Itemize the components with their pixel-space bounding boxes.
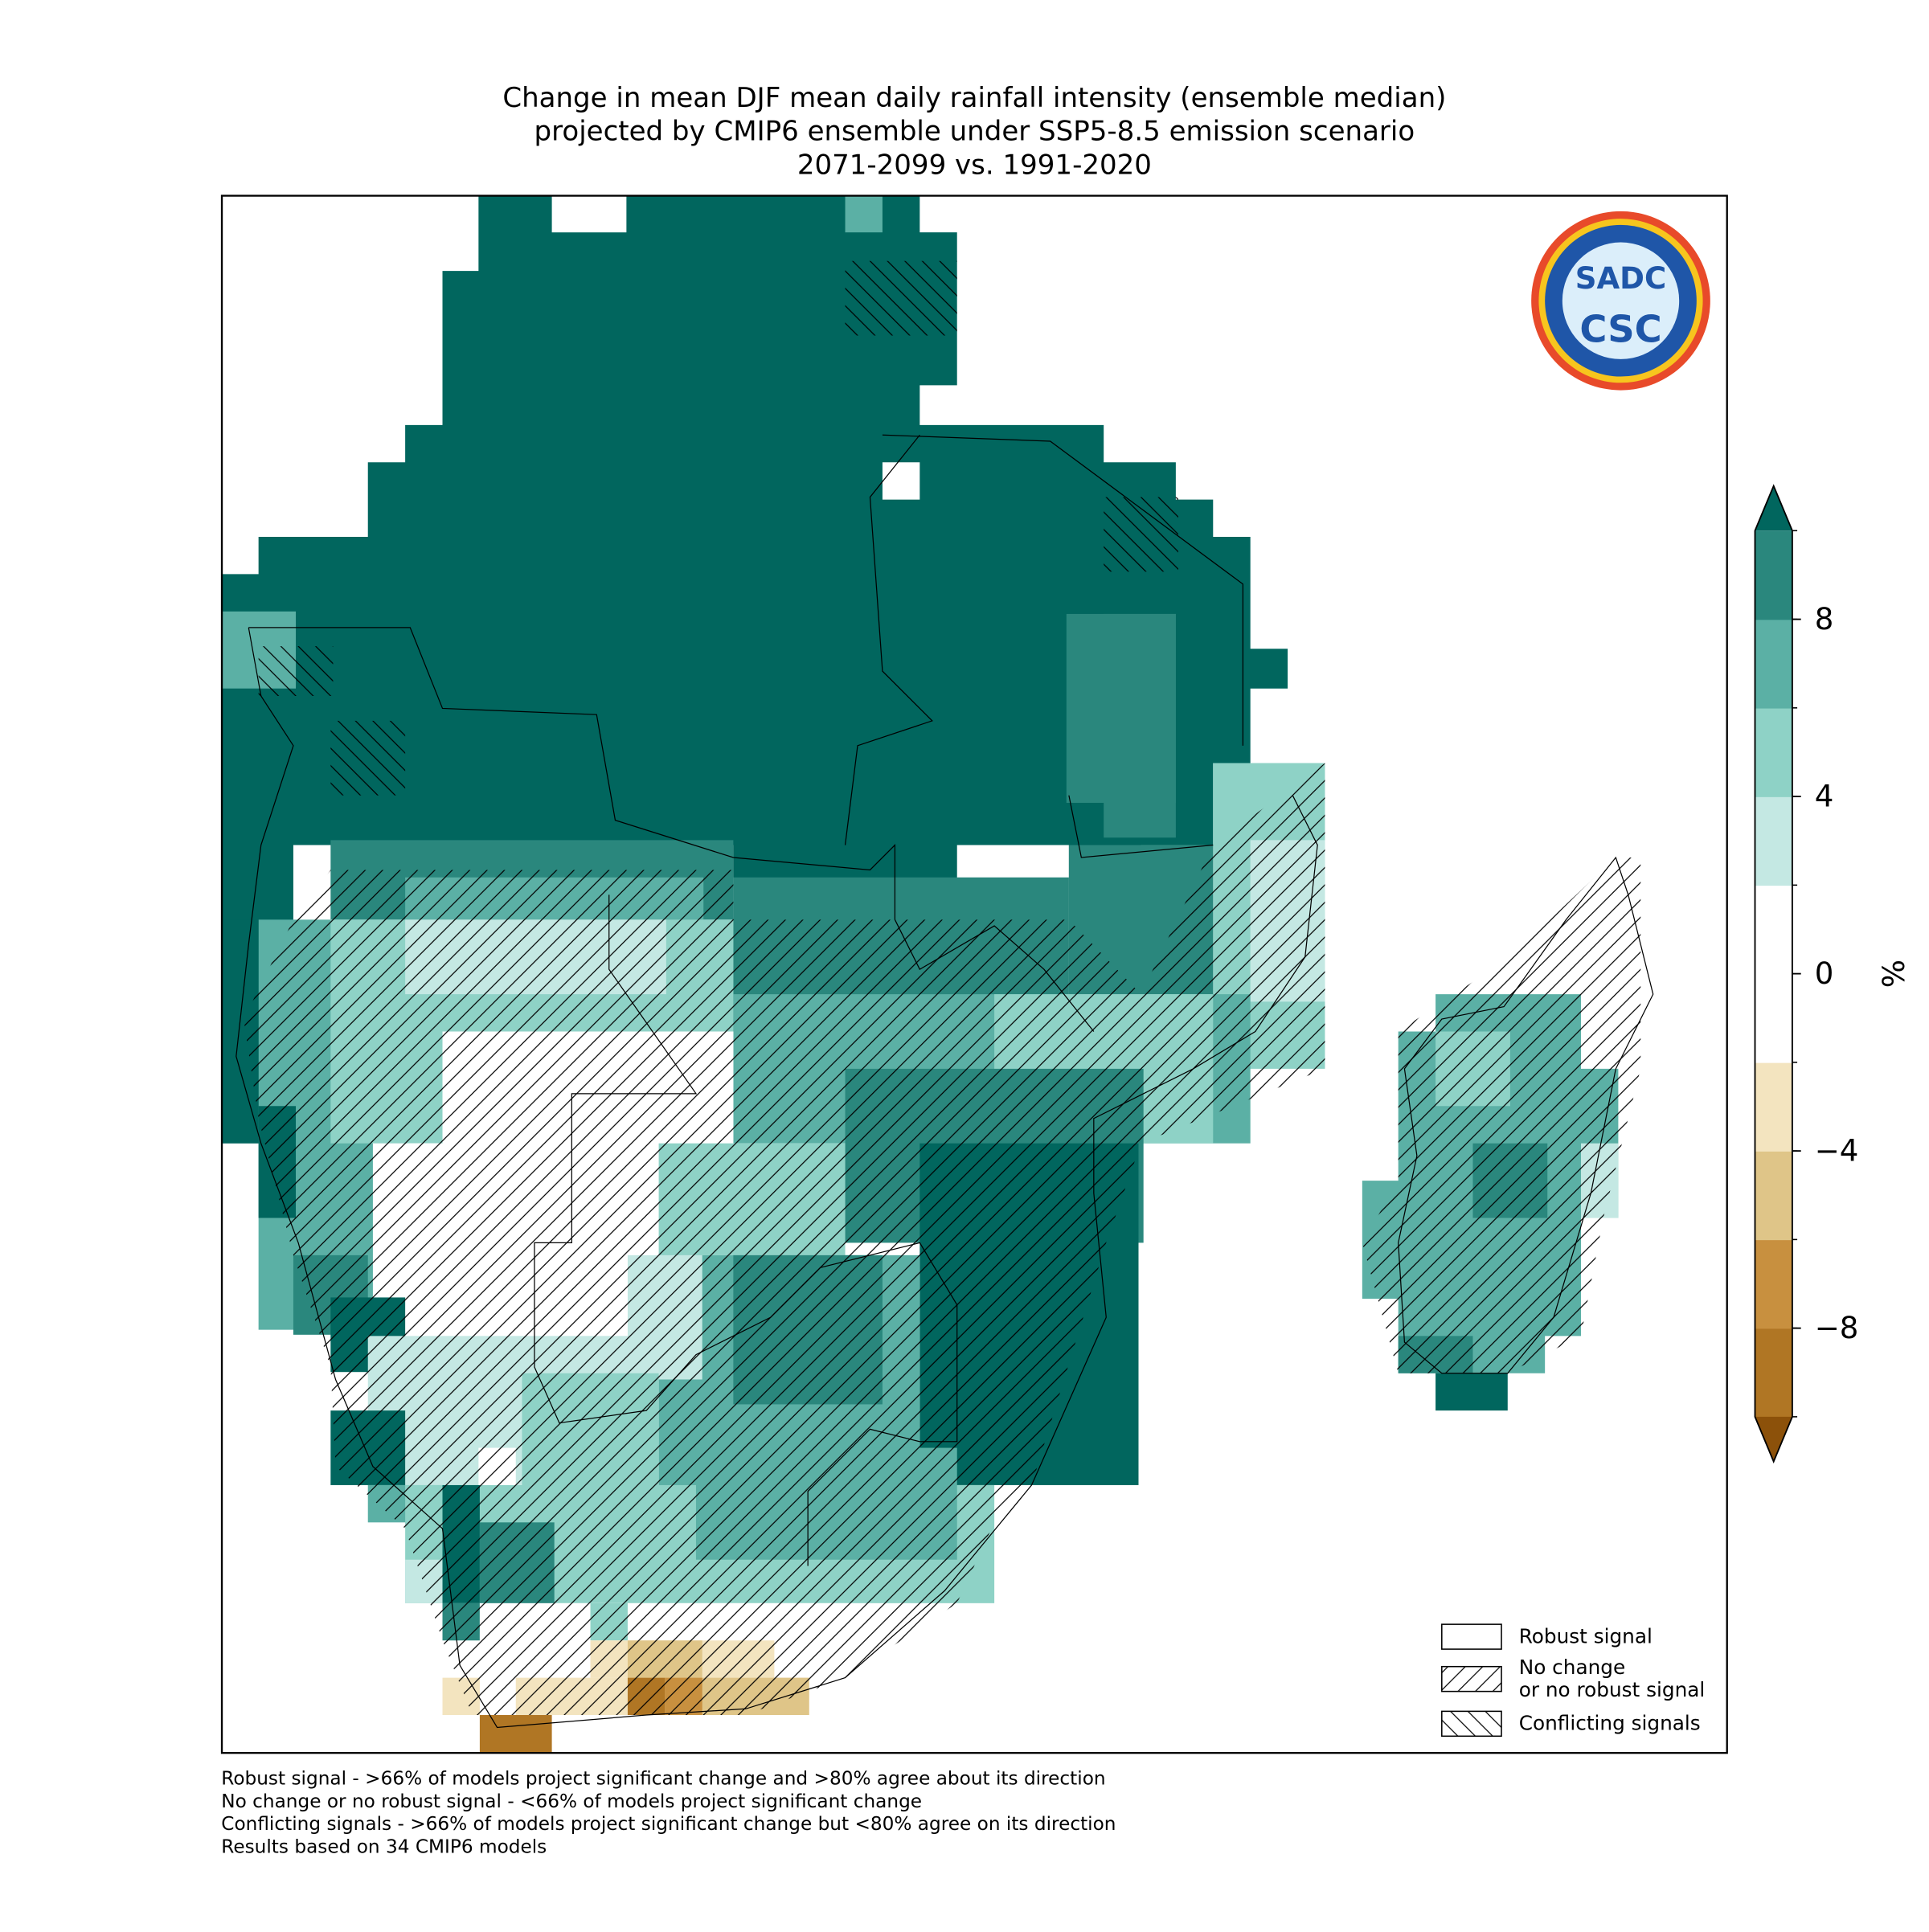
colorbar-tick-label: −8 (1815, 1311, 1859, 1345)
legend-label: or no robust signal (1519, 1678, 1706, 1701)
map-cells (479, 1715, 552, 1754)
map-frame (220, 194, 1728, 1754)
colorbar-extend-low (1755, 1416, 1792, 1462)
logo: SADC CSC (1531, 211, 1710, 391)
footnote: No change or no robust signal - <66% of … (221, 1791, 922, 1812)
colorbar-bin (1755, 1062, 1792, 1152)
title: projected by CMIP6 ensemble under SSP5-8… (534, 116, 1415, 148)
colorbar-extend-high (1755, 485, 1792, 531)
colorbar-bin (1755, 530, 1792, 620)
colorbar-tick-label: 8 (1815, 602, 1834, 636)
legend-swatch (1441, 1710, 1502, 1738)
hatch-no-robust (244, 763, 1325, 1716)
hatch-conflict (258, 646, 334, 696)
map-cells (221, 194, 1288, 1144)
legend-swatch (1441, 1665, 1502, 1693)
map-cells (551, 194, 627, 233)
map (221, 194, 1654, 1754)
footnote: Conflicting signals - >66% of models pro… (221, 1813, 1116, 1835)
colorbar-bin (1755, 1239, 1792, 1329)
map-cells (1435, 1373, 1508, 1411)
map-cells (882, 462, 920, 500)
title: 2071-2099 vs. 1991-2020 (797, 149, 1152, 181)
logo-text: SADC (1575, 261, 1667, 296)
colorbar-tick-label: 0 (1815, 956, 1834, 991)
colorbar-bin (1755, 885, 1792, 1063)
title: Change in mean DJF mean daily rainfall i… (502, 82, 1446, 114)
colorbar-bin (1755, 619, 1792, 709)
hatch-no-robust (1362, 858, 1641, 1373)
legend-label: Robust signal (1519, 1624, 1653, 1648)
colorbar-bin (1755, 1328, 1792, 1418)
colorbar-label: % (1877, 960, 1911, 988)
colorbar-bin (1755, 796, 1792, 886)
logo-text: CSC (1579, 307, 1661, 350)
hatch-conflict (330, 720, 406, 796)
map-cells (845, 194, 883, 233)
legend-label: No change (1519, 1656, 1626, 1679)
colorbar-tick-label: 4 (1815, 779, 1834, 813)
hatch-conflict (845, 260, 957, 336)
borders (235, 434, 1318, 1729)
colorbar-tick-label: −4 (1815, 1133, 1859, 1168)
borders (1398, 856, 1654, 1374)
colorbar-bin (1755, 707, 1792, 797)
legend-label: Conflicting signals (1519, 1712, 1701, 1735)
colorbar: −8 −4 0 4 8% (1754, 484, 1911, 1463)
hatch-conflict (1104, 497, 1178, 572)
footnote: Robust signal - >66% of models project s… (221, 1768, 1105, 1790)
footnote: Results based on 34 CMIP6 models (221, 1836, 547, 1858)
map-cells (1104, 613, 1176, 838)
legend-swatch (1441, 1623, 1502, 1650)
logo-disc (1562, 242, 1680, 359)
colorbar-bin (1755, 1151, 1792, 1241)
